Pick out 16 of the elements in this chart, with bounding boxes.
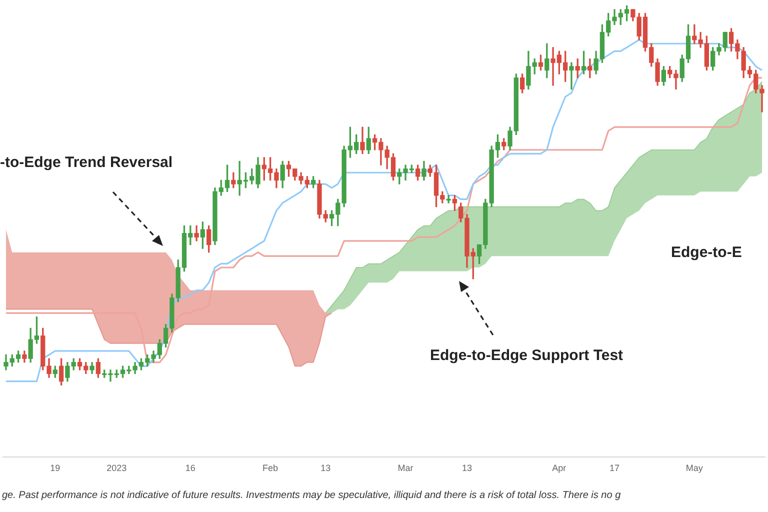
x-tick-label: 19 bbox=[50, 463, 60, 474]
x-tick-label: 17 bbox=[609, 463, 620, 474]
text: ge. Past performance is not indicative of future results. Investments may be speculative, illiquid and there is a risk of total loss. There is no g bbox=[2, 490, 621, 501]
x-tick-label: Apr bbox=[552, 463, 566, 474]
x-tick-label: 16 bbox=[185, 463, 196, 474]
x-tick-label: Mar bbox=[398, 463, 414, 474]
annotation: Edge-to-E bbox=[671, 244, 742, 261]
x-tick-label: 13 bbox=[462, 463, 472, 474]
annotation: -to-Edge Trend Reversal bbox=[0, 154, 173, 171]
x-tick-label: 2023 bbox=[106, 463, 127, 474]
annotation: Edge-to-Edge Support Test bbox=[430, 347, 624, 364]
x-tick-label: Feb bbox=[262, 463, 278, 474]
x-tick-label: May bbox=[686, 463, 704, 474]
candlestick bbox=[569, 62, 574, 90]
x-tick-label: 13 bbox=[320, 463, 331, 474]
candlestick bbox=[446, 195, 451, 204]
